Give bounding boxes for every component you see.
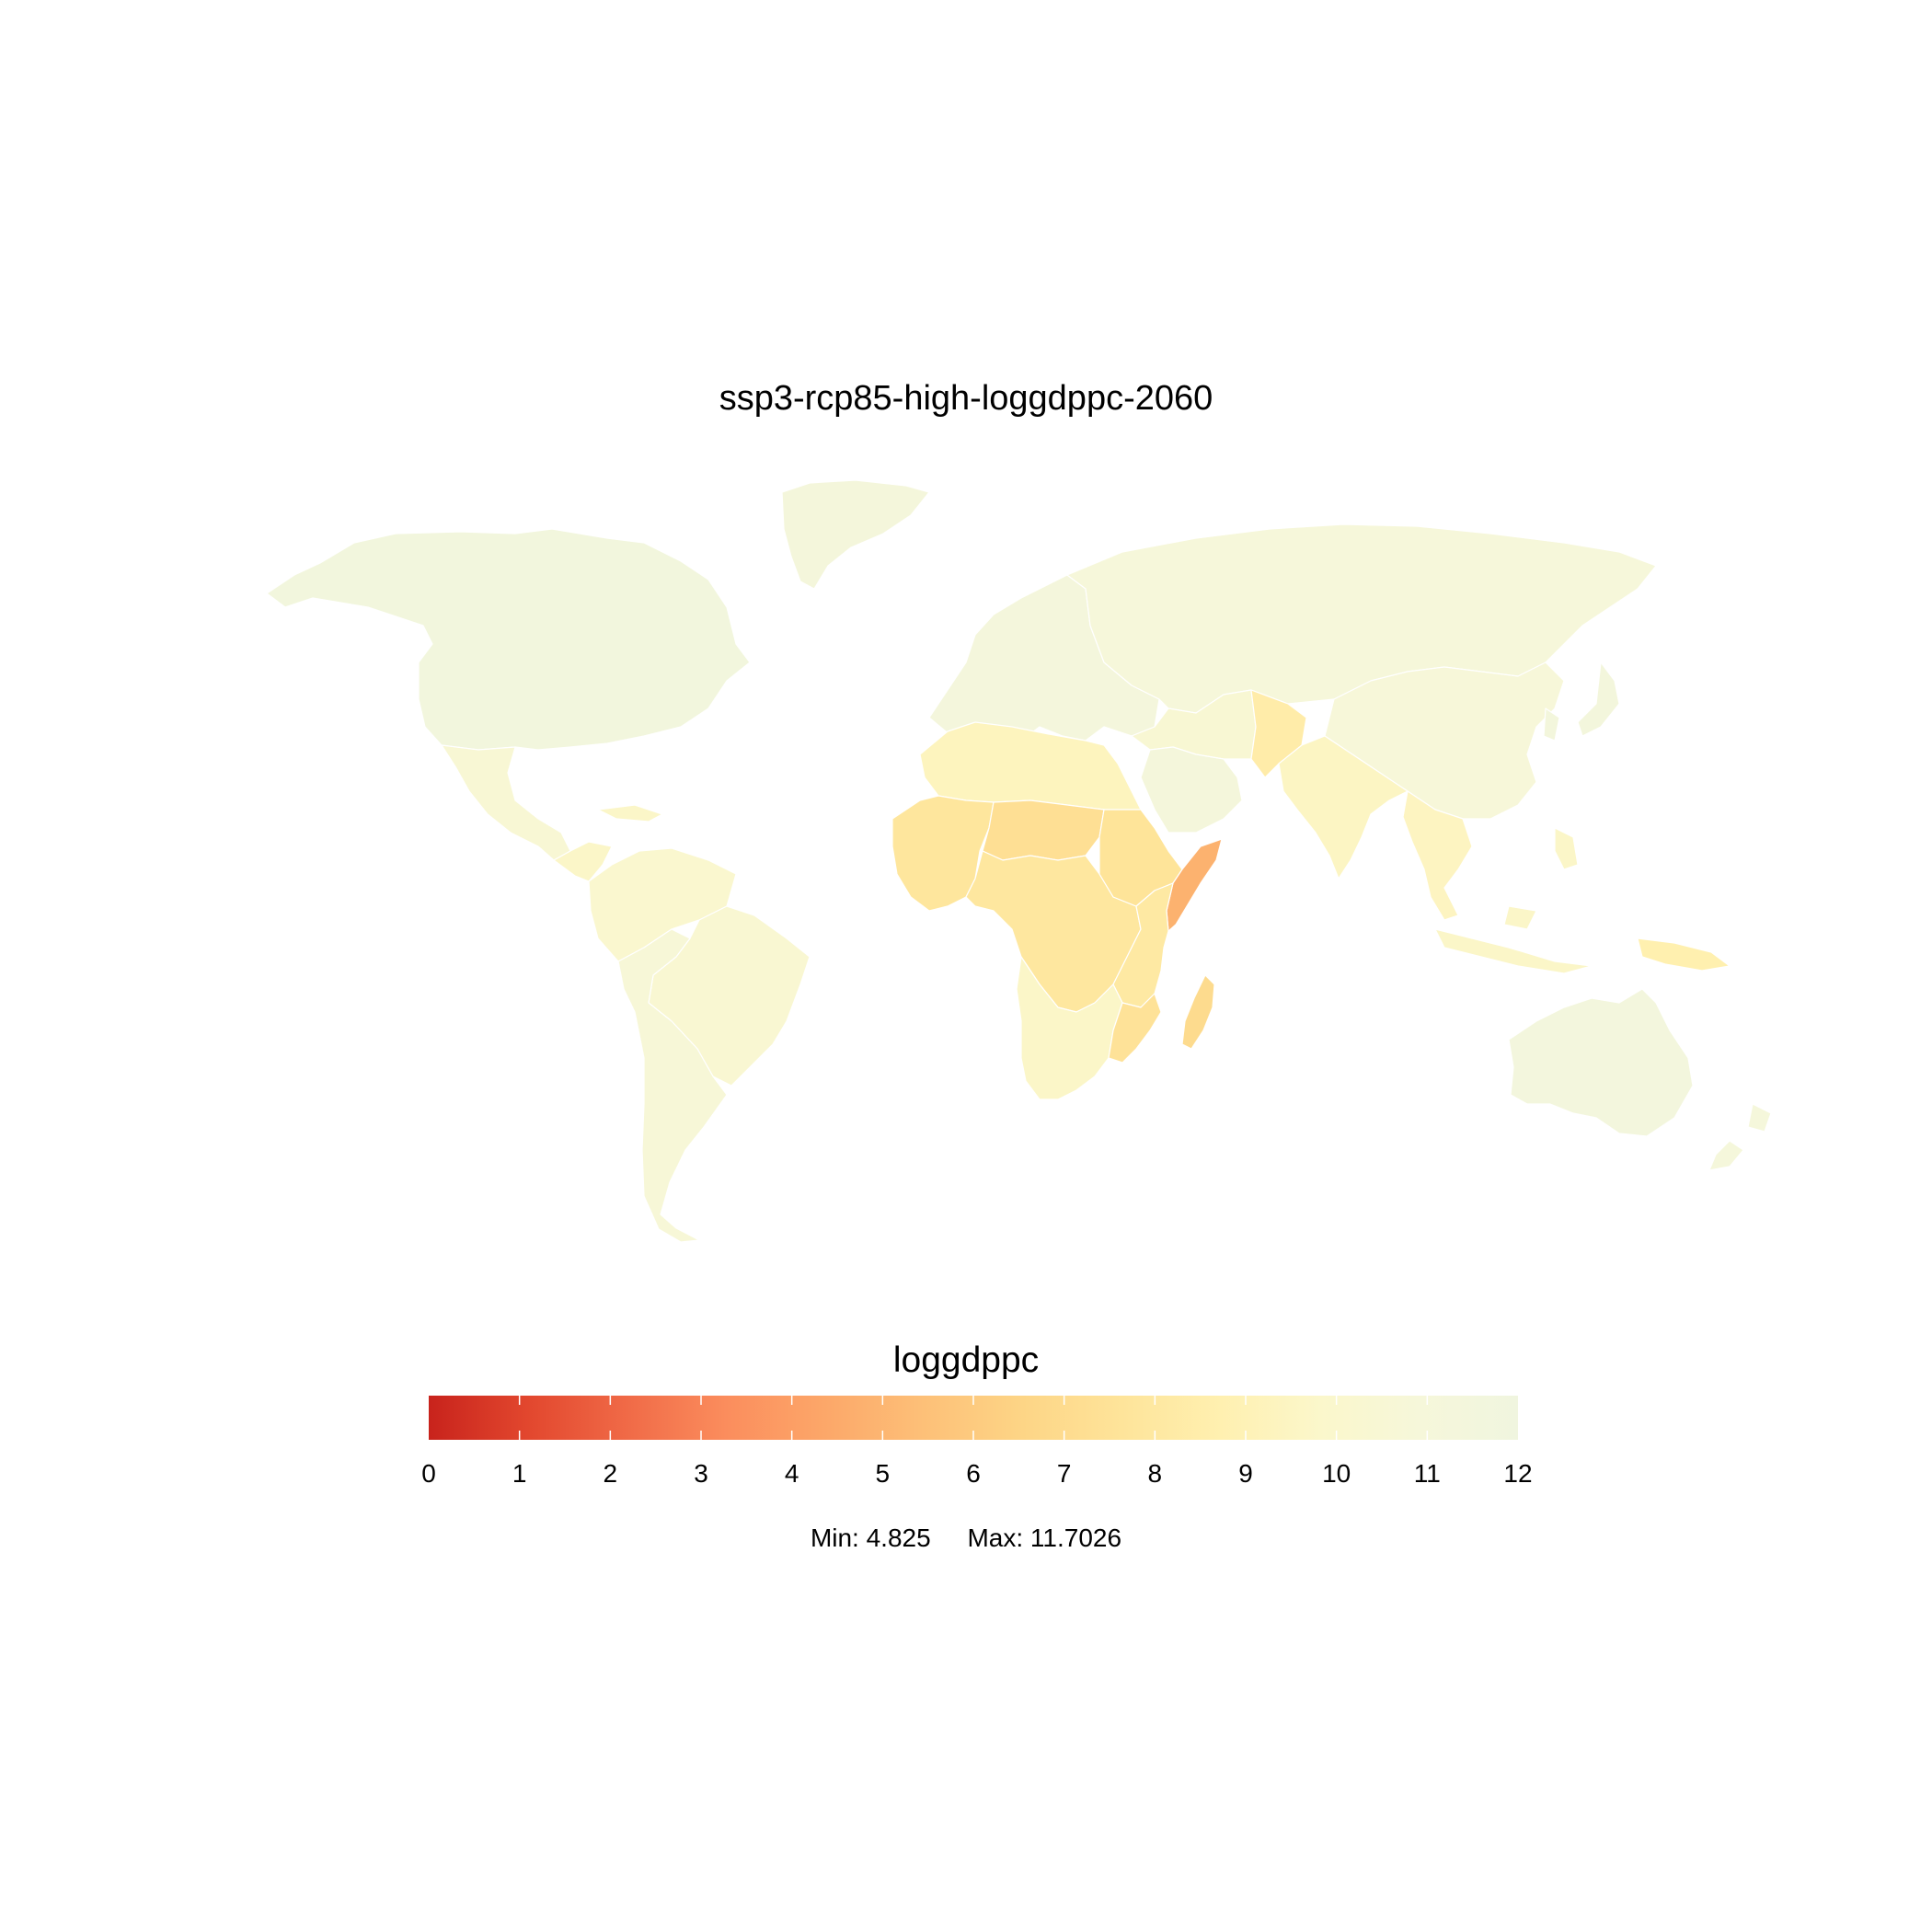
colorbar-tick-label: 2: [603, 1459, 618, 1488]
region-arabian-peninsula: [1140, 746, 1243, 834]
region-southeast-asia: [1402, 790, 1473, 921]
region-madagascar: [1181, 974, 1215, 1050]
colorbar-tick-label: 3: [694, 1459, 708, 1488]
region-australia: [1508, 988, 1694, 1137]
region-greenland: [781, 479, 930, 590]
min-label: Min: 4.825: [810, 1524, 931, 1552]
region-india: [1278, 735, 1409, 880]
region-central-america: [553, 804, 663, 882]
range-summary: Min: 4.825 Max: 11.7026: [0, 1524, 1932, 1553]
region-indonesia-philippines: [1434, 827, 1593, 974]
region-new-zealand: [1708, 1103, 1772, 1171]
colorbar-tick-label: 11: [1413, 1459, 1441, 1488]
colorbar-tick-label: 7: [1056, 1459, 1072, 1488]
region-sahel: [982, 799, 1105, 861]
colorbar-tick-label: 5: [875, 1459, 891, 1488]
region-east-africa: [1112, 882, 1174, 1008]
region-southern-africa: [1016, 956, 1123, 1100]
region-russia-central-asia: [1066, 523, 1657, 714]
region-papua-new-guinea: [1637, 937, 1731, 972]
region-japan-korea: [1543, 661, 1620, 742]
colorbar-tick-label: 12: [1503, 1459, 1533, 1488]
colorbar-tick-label: 4: [784, 1459, 799, 1488]
colorbar-tick-label: 8: [1147, 1459, 1163, 1488]
colorbar-tick-label: 9: [1238, 1459, 1253, 1488]
colorbar-tick-label: 6: [966, 1459, 981, 1488]
region-north-america: [266, 528, 751, 751]
map-title: ssp3-rcp85-high-loggdppc-2060: [719, 379, 1213, 418]
region-southern-cone: [617, 928, 728, 1243]
region-somalia: [1166, 838, 1223, 932]
region-mozambique: [1108, 993, 1162, 1064]
region-north-africa: [919, 721, 1142, 811]
colorbar-tick-label: 1: [512, 1459, 527, 1488]
legend-title: loggdppc: [892, 1340, 1040, 1380]
max-label: Max: 11.7026: [967, 1524, 1122, 1552]
colorbar-tick-label: 0: [421, 1459, 436, 1488]
region-mexico: [441, 744, 571, 861]
colorbar: [429, 1396, 1518, 1440]
colorbar-tick-label: 10: [1322, 1459, 1351, 1488]
colorbar-tick-labels: 0 1 2 3 4 5 6 7 8 9 10 11 12: [421, 1459, 1532, 1490]
